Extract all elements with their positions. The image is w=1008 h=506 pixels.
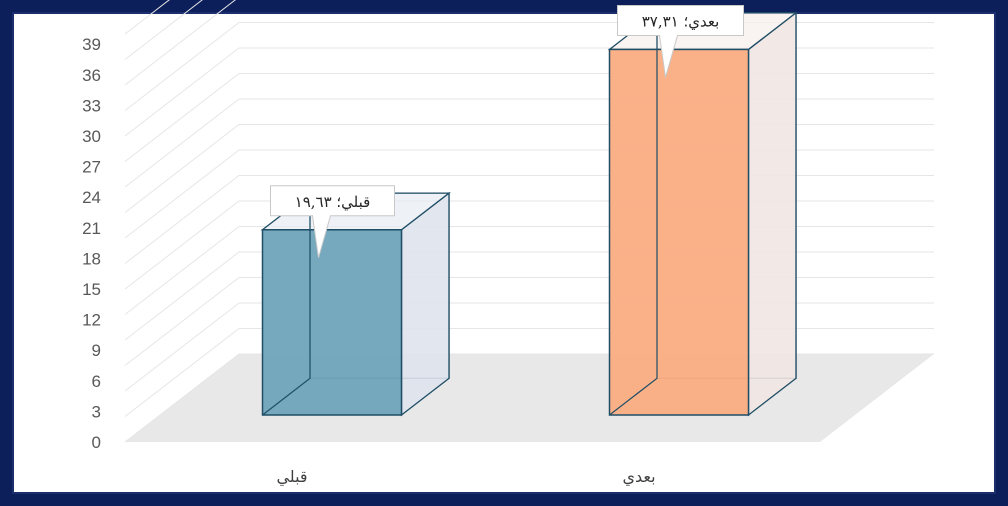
gridline [124, 98, 934, 188]
y-tick-label: 21 [82, 219, 101, 238]
data-label: بعدي؛ ٣٧,٣١ [642, 12, 720, 30]
bar-side-face [747, 11, 797, 417]
x-category-label: قبلي [276, 467, 307, 487]
bar-inner-edge [262, 193, 311, 416]
gridline [124, 149, 934, 239]
gridline [124, 175, 934, 264]
y-tick-label: 33 [82, 96, 101, 115]
y-tick-label: 6 [92, 372, 101, 391]
y-tick-label: 30 [82, 127, 101, 146]
y-tick-label: 9 [92, 341, 101, 360]
chart-floor [125, 354, 934, 442]
data-label: قبلي؛ ١٩,٦٣ [295, 193, 371, 211]
gridline [124, 251, 934, 341]
gridline [124, 0, 203, 60]
bar-inner-edge [609, 12, 658, 416]
data-label-callout [617, 4, 744, 78]
data-label-callout [270, 185, 395, 258]
y-tick-label: 18 [82, 249, 101, 268]
y-tick-label: 15 [82, 280, 101, 299]
gridline [124, 226, 934, 315]
y-tick-label: 12 [82, 311, 101, 330]
gridline [124, 0, 236, 86]
y-tick-label: 39 [82, 35, 101, 54]
gridline [124, 277, 934, 366]
gridline [124, 22, 934, 111]
gridline [124, 73, 934, 162]
y-tick-label: 3 [92, 402, 101, 421]
gridline [124, 0, 170, 35]
x-category-label: بعدي [622, 467, 655, 487]
y-tick-label: 27 [82, 158, 101, 177]
gridline [124, 47, 934, 137]
chart-frame-inner [12, 12, 996, 494]
chart-floor-plane [125, 354, 934, 442]
bar-side-face [400, 191, 450, 417]
bar [608, 48, 750, 416]
y-tick-label: 24 [82, 188, 101, 207]
x-axis-categories: قبلي بعدي [276, 467, 655, 487]
gridline [124, 124, 934, 213]
gridline [124, 200, 934, 290]
data-labels: قبلي؛ ١٩,٦٣ بعدي؛ ٣٧,٣١ [270, 4, 744, 258]
y-tick-label: 0 [92, 433, 101, 452]
bar [261, 229, 403, 416]
y-tick-label: 36 [82, 66, 101, 85]
